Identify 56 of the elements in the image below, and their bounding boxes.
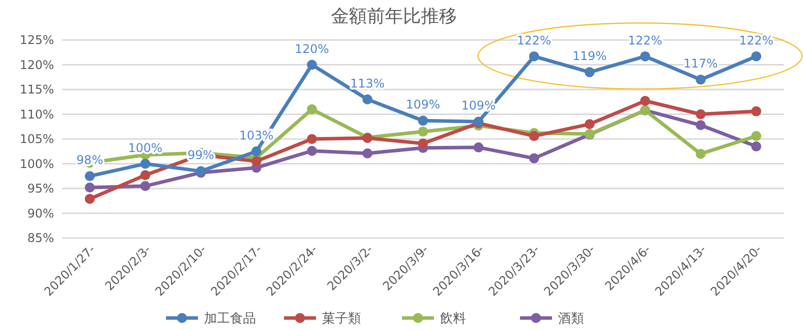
y-tick-label: 125% <box>20 33 54 48</box>
point <box>696 120 706 130</box>
data-label: 117% <box>684 56 718 71</box>
point <box>751 131 762 142</box>
point <box>751 51 762 62</box>
data-label: 100% <box>128 140 162 155</box>
point <box>140 181 150 192</box>
point <box>251 146 262 156</box>
y-tick-label: 115% <box>20 82 54 97</box>
point <box>418 138 428 148</box>
point <box>306 134 317 144</box>
point <box>696 74 706 85</box>
point <box>640 51 650 62</box>
point <box>640 96 650 106</box>
point <box>418 116 428 126</box>
point <box>140 158 150 169</box>
point <box>751 106 762 116</box>
data-label: 120% <box>294 42 330 56</box>
legend-label: 加工食品 <box>204 312 256 327</box>
data-label: 122% <box>516 33 552 48</box>
y-tick-label: 105% <box>20 132 54 146</box>
legend-label: 飲料 <box>440 312 466 327</box>
point <box>696 148 706 159</box>
point <box>306 60 317 70</box>
point <box>529 51 540 62</box>
data-label: 109% <box>406 98 440 112</box>
chart-title: 金額前年比推移 <box>331 6 457 27</box>
point <box>306 146 317 156</box>
point <box>418 126 428 137</box>
data-label: 122% <box>628 33 662 48</box>
point <box>696 109 706 120</box>
point <box>251 156 262 166</box>
point <box>306 104 317 114</box>
point <box>140 170 150 180</box>
point <box>529 153 540 164</box>
point <box>751 141 762 152</box>
y-tick-label: 120% <box>20 58 54 72</box>
point <box>529 131 540 142</box>
y-tick-label: 110% <box>20 107 54 122</box>
point <box>474 142 484 152</box>
y-tick-label: 90% <box>27 206 54 220</box>
legend-label: 菓子類 <box>322 312 361 327</box>
y-tick-label: 85% <box>27 231 54 246</box>
data-label: 119% <box>572 49 607 64</box>
point <box>584 67 595 78</box>
point <box>362 94 372 104</box>
point <box>84 194 95 204</box>
point <box>584 119 595 130</box>
y-tick-label: 95% <box>27 182 54 196</box>
point <box>362 148 372 158</box>
y-tick-label: 100% <box>20 156 54 171</box>
legend-label: 酒類 <box>558 312 584 327</box>
data-label: 122% <box>739 33 774 48</box>
point <box>84 171 95 182</box>
point <box>84 182 95 193</box>
data-label: 113% <box>350 76 385 90</box>
